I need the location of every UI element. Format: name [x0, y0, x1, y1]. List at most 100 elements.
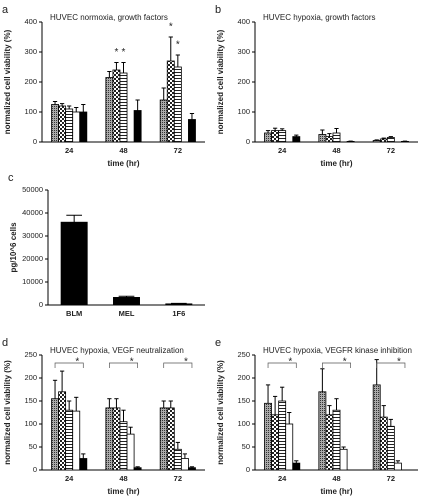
bar	[339, 448, 348, 471]
bar	[188, 467, 196, 471]
x-axis-label: time (hr)	[108, 487, 140, 496]
panel-label: a	[2, 4, 9, 16]
x-tick-label: MEL	[119, 309, 135, 318]
y-tick-label: 40000	[22, 208, 43, 217]
x-tick-label: 72	[387, 474, 395, 483]
y-tick-label: 0	[33, 465, 37, 474]
y-tick-label: 10000	[22, 277, 43, 286]
bar	[393, 462, 402, 471]
bar	[292, 462, 301, 471]
bar	[379, 138, 388, 143]
x-axis-label: time (hr)	[321, 487, 353, 496]
bar	[264, 132, 272, 143]
bar	[133, 467, 142, 471]
y-tick-label: 50	[242, 442, 250, 451]
bar	[166, 407, 175, 471]
significance: *	[343, 357, 347, 368]
bar	[65, 409, 74, 471]
y-tick-label: 150	[237, 396, 250, 405]
bar	[119, 72, 128, 143]
y-tick-label: 200	[24, 77, 37, 86]
bar	[372, 140, 381, 143]
y-tick-label: 30000	[22, 231, 43, 240]
y-tick-label: 100	[237, 107, 250, 116]
significance: *	[130, 357, 134, 368]
y-tick-label: 200	[237, 373, 250, 382]
y-tick-label: 0	[33, 137, 37, 146]
bar	[173, 66, 182, 143]
x-tick-label: 24	[278, 474, 287, 483]
y-axis-label: normalized cell viability (%)	[216, 360, 225, 465]
panel-label: c	[8, 172, 14, 184]
panel-title: HUVEC hypoxia, VEGF neutralization	[50, 346, 184, 355]
significance-bracket	[322, 362, 351, 368]
panel-title: HUVEC normoxia, growth factors	[50, 13, 168, 22]
panel-label: b	[215, 4, 221, 16]
y-tick-label: 400	[237, 17, 250, 26]
bar	[180, 458, 189, 471]
bar	[58, 105, 67, 143]
significance: *	[114, 47, 118, 58]
significance: *	[288, 357, 292, 368]
bar	[72, 111, 81, 143]
bar	[285, 423, 294, 471]
bar	[112, 407, 121, 471]
bar	[72, 410, 81, 471]
bar	[60, 221, 88, 306]
significance: *	[169, 22, 173, 33]
x-tick-label: 72	[174, 474, 182, 483]
bar	[165, 303, 193, 306]
x-tick-label: 48	[332, 146, 340, 155]
bar	[113, 297, 140, 306]
bar	[112, 69, 121, 143]
bar	[51, 104, 59, 143]
bar	[173, 448, 182, 471]
x-axis-label: time (hr)	[108, 159, 140, 168]
x-tick-label: 48	[119, 474, 127, 483]
y-tick-label: 400	[24, 17, 37, 26]
y-tick-label: 300	[237, 47, 250, 56]
bar	[105, 77, 114, 143]
panel-title: HUVEC hypoxia, VEGFR kinase inhibition	[263, 346, 412, 355]
significance: *	[397, 357, 401, 368]
bar	[166, 60, 175, 143]
x-tick-label: 72	[387, 146, 395, 155]
y-tick-label: 20000	[22, 254, 43, 263]
y-tick-label: 50000	[22, 185, 43, 194]
bar	[318, 391, 327, 471]
bar	[105, 407, 114, 471]
significance-bracket	[163, 362, 193, 368]
bar	[386, 137, 395, 143]
bar	[386, 425, 395, 471]
panel-title: HUVEC hypoxia, growth factors	[263, 13, 376, 22]
bar	[119, 421, 128, 471]
y-tick-label: 0	[39, 300, 43, 309]
bar	[379, 416, 388, 471]
panel-label: d	[2, 337, 8, 349]
y-tick-label: 0	[246, 465, 250, 474]
y-axis-label: normalized cell viability (%)	[3, 360, 12, 465]
y-axis-label: normalized cell viability (%)	[216, 29, 225, 134]
x-tick-label: 72	[174, 146, 182, 155]
y-tick-label: 100	[24, 107, 37, 116]
x-tick-label: 1F6	[172, 309, 185, 318]
bar	[278, 400, 287, 471]
bar	[332, 409, 341, 471]
x-tick-label: 24	[65, 474, 74, 483]
bar	[271, 414, 280, 471]
bar	[58, 391, 67, 471]
y-tick-label: 300	[24, 47, 37, 56]
y-axis-label: normalized cell viability (%)	[3, 29, 12, 134]
bar	[79, 458, 88, 471]
significance-bracket	[376, 362, 406, 368]
bar	[65, 108, 74, 143]
bar	[325, 136, 334, 143]
bar	[292, 136, 301, 143]
y-tick-label: 150	[24, 396, 37, 405]
x-tick-label: 24	[278, 146, 287, 155]
y-tick-label: 0	[246, 137, 250, 146]
bar	[51, 398, 59, 471]
significance-bracket	[267, 362, 297, 368]
bar	[278, 130, 287, 143]
